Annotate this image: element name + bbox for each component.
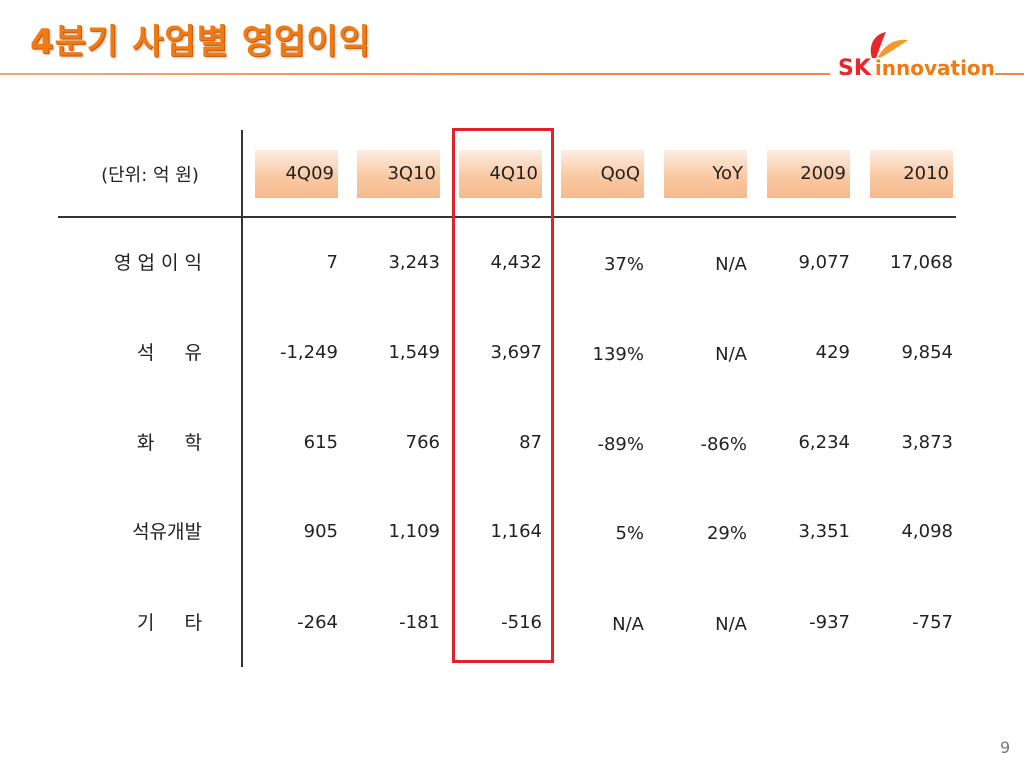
table-cell: -1,249 — [279, 342, 338, 363]
table-cell: -181 — [399, 612, 440, 633]
header-divider-right — [995, 73, 1024, 75]
column-header-label: 3Q10 — [387, 163, 436, 184]
page-number: 9 — [1000, 738, 1011, 757]
table-cell: N/A — [715, 254, 747, 275]
table-cell: 37% — [603, 254, 644, 275]
table-header-rule — [58, 216, 956, 218]
table-cell: N/A — [715, 614, 747, 635]
logo-name: innovation — [874, 56, 995, 80]
table-vertical-rule — [241, 130, 243, 667]
row-label: 석 유 — [136, 342, 202, 364]
table-cell: 3,873 — [901, 432, 953, 453]
table-cell: 1,164 — [490, 521, 542, 542]
row-label: 화 학 — [136, 432, 202, 454]
header-divider — [0, 73, 830, 75]
row-label: 석유개발 — [132, 521, 202, 543]
column-header-label: YoY — [712, 163, 743, 184]
table-cell: 17,068 — [890, 252, 953, 273]
table-cell: 5% — [615, 523, 644, 544]
row-label: 영 업 이 익 — [113, 252, 202, 274]
table-cell: 139% — [592, 344, 644, 365]
table-cell: 4,098 — [901, 521, 953, 542]
column-header-4q09: 4Q09 — [255, 150, 338, 198]
table-cell: -264 — [297, 612, 338, 633]
table-cell: 3,697 — [490, 342, 542, 363]
column-header-label: 2010 — [903, 163, 949, 184]
table-cell: -757 — [912, 612, 953, 633]
column-header-2010: 2010 — [870, 150, 953, 198]
table-cell: -516 — [501, 612, 542, 633]
table-cell: 29% — [706, 523, 747, 544]
sk-innovation-logo: SK innovation — [838, 30, 996, 85]
table-cell: 7 — [326, 252, 338, 273]
table-cell: 766 — [405, 432, 440, 453]
table-cell: 429 — [815, 342, 850, 363]
column-header-label: 4Q09 — [285, 163, 334, 184]
table-cell: 9,854 — [901, 342, 953, 363]
unit-label: (단위: 억 원) — [101, 165, 199, 186]
table-cell: N/A — [612, 614, 644, 635]
page-title: 4분기 사업별 영업이익 — [30, 22, 371, 62]
table-cell: N/A — [715, 344, 747, 365]
column-header-2009: 2009 — [767, 150, 850, 198]
table-cell: 3,243 — [388, 252, 440, 273]
row-label: 기 타 — [136, 612, 202, 634]
column-header-3q10: 3Q10 — [357, 150, 440, 198]
column-header-label: 4Q10 — [489, 163, 538, 184]
butterfly-icon — [870, 32, 908, 58]
logo-brand: SK — [838, 56, 871, 81]
column-header-label: 2009 — [800, 163, 846, 184]
table-cell: -86% — [700, 434, 747, 455]
table-cell: 1,549 — [388, 342, 440, 363]
table-cell: 1,109 — [388, 521, 440, 542]
table-cell: 3,351 — [798, 521, 850, 542]
table-cell: -937 — [809, 612, 850, 633]
column-header-qoq: QoQ — [561, 150, 644, 198]
table-cell: 9,077 — [798, 252, 850, 273]
highlight-column-4q10 — [452, 128, 554, 663]
table-cell: 905 — [303, 521, 338, 542]
table-cell: 615 — [303, 432, 338, 453]
table-cell: -89% — [597, 434, 644, 455]
column-header-yoy: YoY — [664, 150, 747, 198]
column-header-4q10: 4Q10 — [459, 150, 542, 198]
table-cell: 4,432 — [490, 252, 542, 273]
column-header-label: QoQ — [600, 163, 640, 184]
table-cell: 6,234 — [798, 432, 850, 453]
table-cell: 87 — [519, 432, 542, 453]
